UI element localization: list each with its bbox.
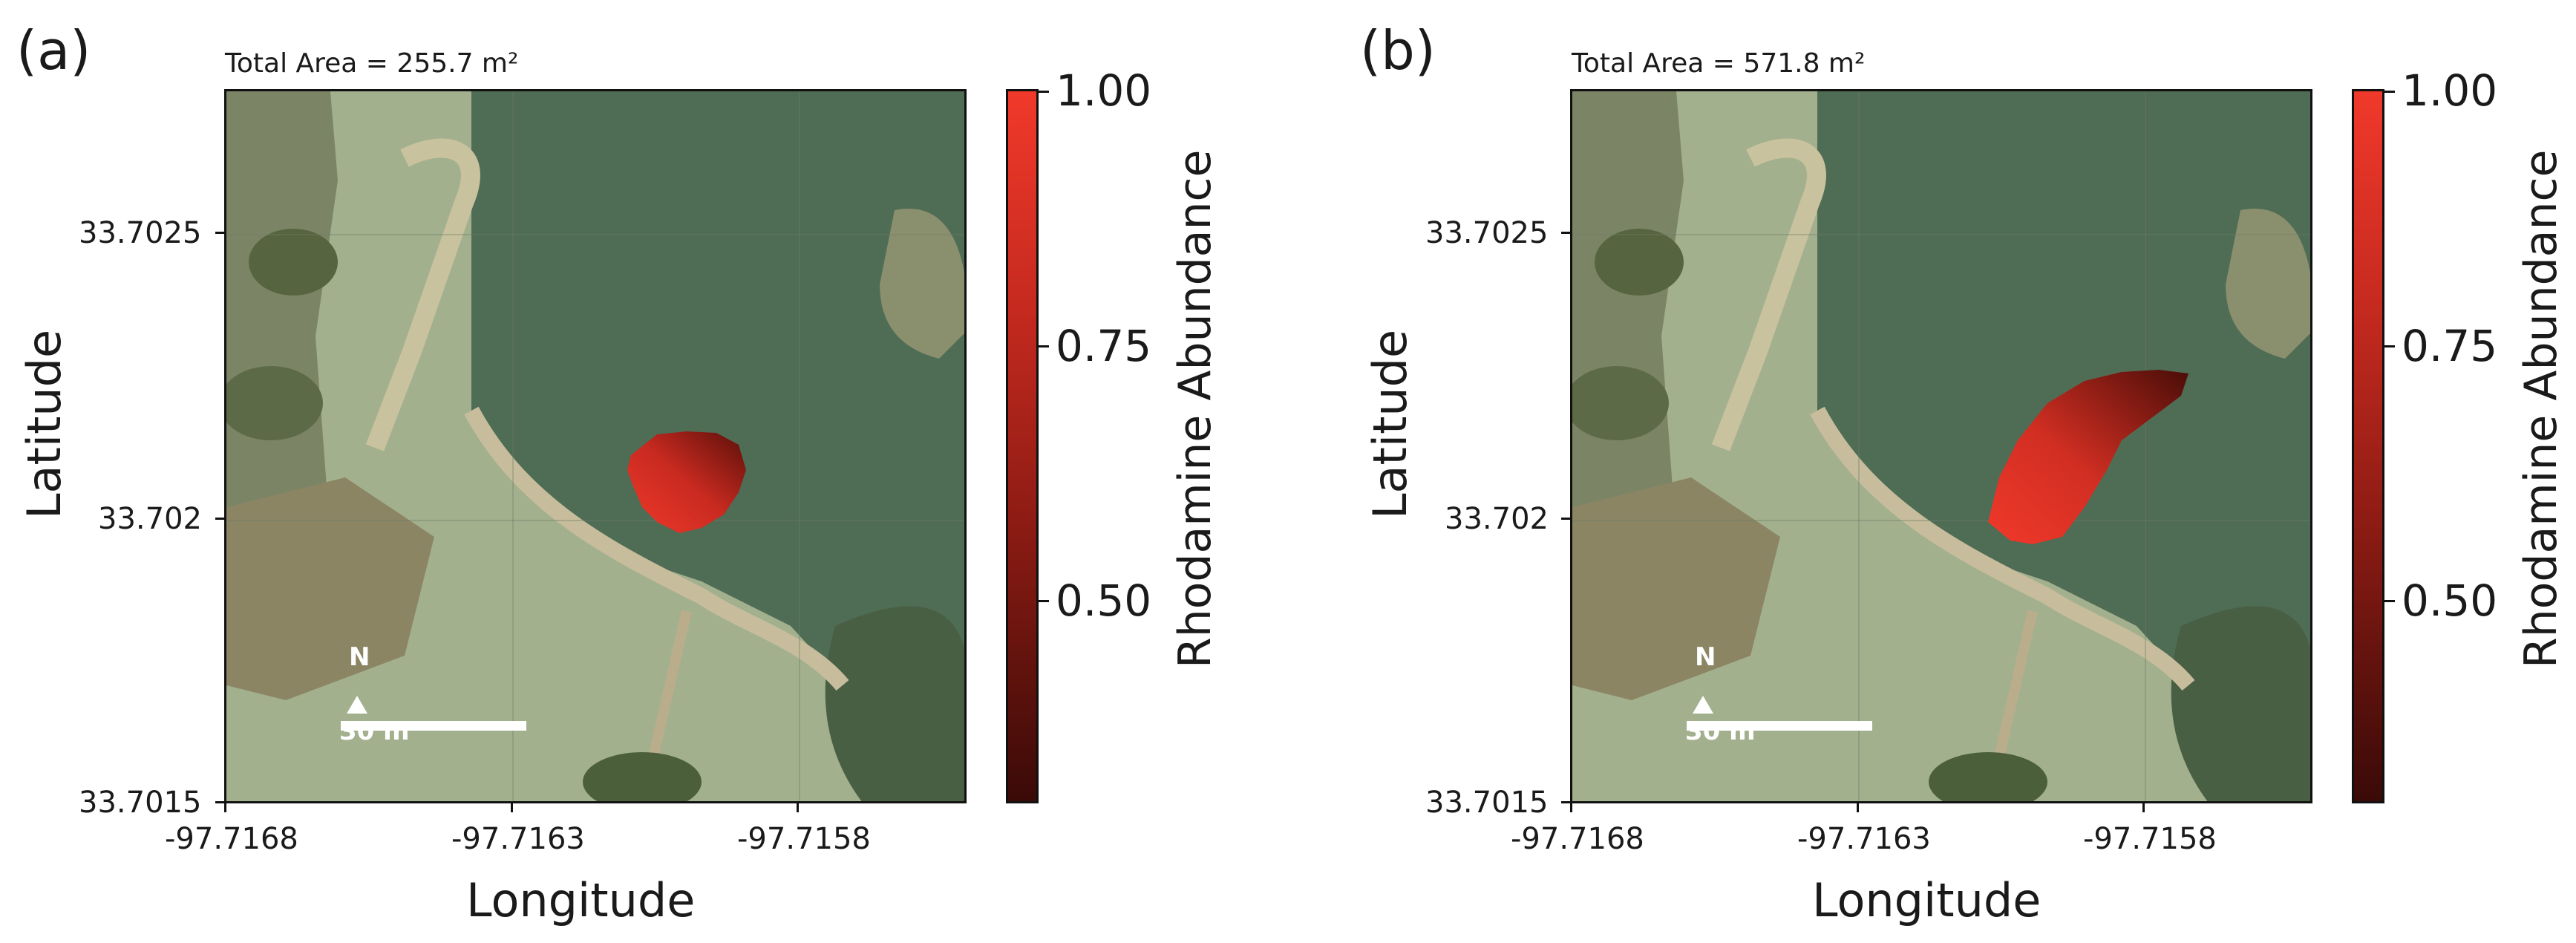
scale-bar-line	[1687, 721, 1872, 731]
x-tick-label: -97.7168	[165, 822, 298, 856]
rhodamine-plume	[1988, 370, 2188, 544]
y-axis-title: Latitude	[1363, 329, 1417, 519]
tree-cluster	[226, 91, 338, 611]
panel-label: (a)	[16, 19, 91, 82]
x-tick-label: -97.7163	[451, 822, 585, 856]
x-axis-title: Longitude	[466, 873, 696, 927]
tree	[1572, 366, 1669, 440]
y-axis-title: Latitude	[17, 329, 71, 519]
y-tick-label: 33.702	[98, 502, 202, 536]
dirt-path	[365, 138, 480, 451]
pond-island	[2226, 209, 2310, 359]
north-label: N	[349, 642, 370, 672]
y-tick-label: 33.702	[1445, 502, 1549, 536]
tree	[226, 366, 323, 440]
scale-bar-line	[341, 721, 526, 731]
colorbar-tick-label: 1.00	[1056, 65, 1152, 116]
rhodamine-plume	[627, 431, 746, 533]
tree	[583, 752, 702, 801]
dirt-path	[1711, 138, 1826, 451]
colorbar-tick-label: 0.75	[2402, 321, 2498, 371]
total-area-annotation: Total Area = 571.8 m²	[1572, 48, 1866, 79]
x-tick-label: -97.7158	[737, 822, 871, 856]
tree	[249, 229, 338, 296]
total-area-annotation: Total Area = 255.7 m²	[225, 48, 519, 79]
y-tick-label: 33.7015	[79, 786, 202, 820]
x-tick-label: -97.7158	[2083, 822, 2217, 856]
colorbar-label: Rhodamine Abundance	[2515, 149, 2567, 668]
map-svg	[1572, 91, 2310, 801]
colorbar	[1006, 89, 1039, 803]
shore-path	[464, 406, 849, 691]
north-label: N	[1695, 642, 1716, 672]
pond-lower	[2171, 606, 2310, 801]
panel-label: (b)	[1360, 19, 1436, 82]
pond-island	[880, 209, 964, 359]
tree	[1595, 229, 1684, 296]
scale-bar-label: 30 m	[339, 717, 410, 746]
satellite-map: N 30 m	[1570, 89, 2312, 803]
y-tick-label: 33.7015	[1425, 786, 1549, 820]
scale-bar	[1687, 696, 1872, 731]
shore-path	[1810, 406, 2195, 691]
colorbar-tick-label: 0.50	[1056, 575, 1152, 626]
scale-bar-label: 30 m	[1685, 717, 1756, 746]
y-tick-label: 33.7025	[1425, 216, 1549, 250]
colorbar-tick-label: 0.50	[2402, 575, 2498, 626]
dirt-area	[1572, 477, 1780, 700]
x-axis-title: Longitude	[1812, 873, 2041, 927]
map-svg	[226, 91, 964, 801]
scale-bar	[341, 696, 526, 731]
colorbar	[2352, 89, 2384, 803]
pond-lower	[825, 606, 964, 801]
north-arrow-icon	[347, 696, 367, 714]
pond	[471, 91, 964, 715]
x-tick-label: -97.7163	[1797, 822, 1931, 856]
gridlines	[1572, 91, 2310, 801]
y-tick-label: 33.7025	[79, 216, 202, 250]
gridlines	[226, 91, 964, 801]
colorbar-tick-label: 1.00	[2402, 65, 2498, 116]
colorbar-label: Rhodamine Abundance	[1169, 149, 1221, 668]
tree-cluster	[1572, 91, 1684, 611]
x-tick-label: -97.7168	[1511, 822, 1644, 856]
north-arrow-icon	[1693, 696, 1713, 714]
dirt-area	[226, 477, 434, 700]
colorbar-tick-label: 0.75	[1056, 321, 1152, 371]
satellite-map: N 30 m	[224, 89, 967, 803]
tree	[1929, 752, 2047, 801]
